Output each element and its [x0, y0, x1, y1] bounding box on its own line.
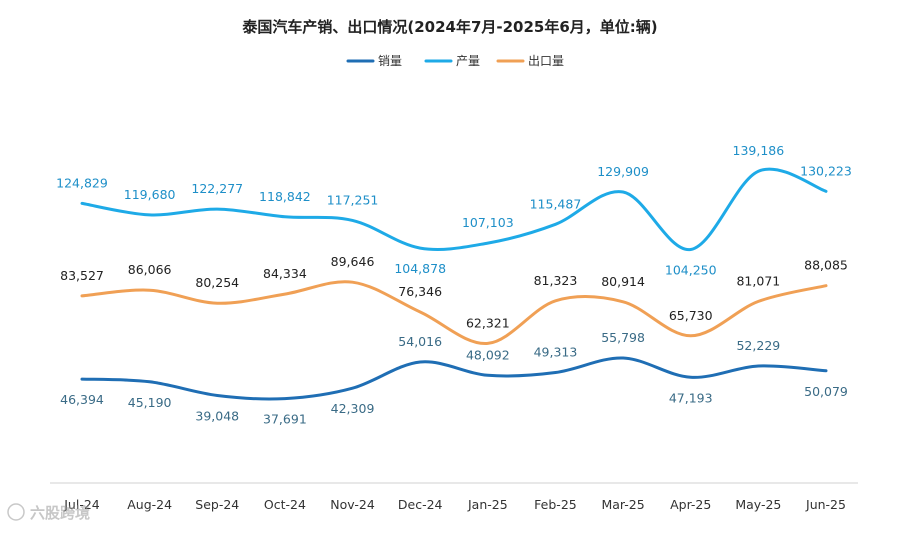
data-label-1-nov-24: 117,251: [327, 192, 379, 207]
x-tick-jun-25: Jun-25: [805, 497, 846, 512]
data-label-2-mar-25: 80,914: [601, 274, 645, 289]
data-label-2-jul-24: 83,527: [60, 268, 104, 283]
x-axis-ticks: Jul-24 Aug-24 Sep-24 Oct-24 Nov-24 Dec-24 Jan-…: [63, 497, 846, 512]
data-label-1-may-25: 139,186: [733, 143, 785, 158]
data-label-1-oct-24: 118,842: [259, 189, 311, 204]
x-tick-jan-25: Jan-25: [467, 497, 508, 512]
data-label-2-nov-24: 89,646: [331, 254, 375, 269]
data-label-1-jan-25: 107,103: [462, 215, 514, 230]
data-label-2-dec-24: 76,346: [398, 284, 442, 299]
series-line-1: [80, 167, 828, 252]
data-label-0-dec-24: 54,016: [398, 334, 442, 349]
data-label-1-aug-24: 119,680: [124, 187, 176, 202]
data-label-2-aug-24: 86,066: [128, 262, 172, 277]
data-label-2-jan-25: 62,321: [466, 315, 510, 330]
data-label-0-aug-24: 45,190: [128, 395, 172, 410]
chart-title: 泰国汽车产销、出口情况(2024年7月-2025年6月，单位:辆): [241, 18, 657, 36]
watermark-text: 六股跨境: [30, 504, 90, 522]
x-tick-feb-25: Feb-25: [534, 497, 577, 512]
x-tick-oct-24: Oct-24: [264, 497, 306, 512]
data-label-2-oct-24: 84,334: [263, 266, 307, 281]
series-layer: [80, 167, 828, 401]
data-label-1-jun-25: 130,223: [800, 163, 852, 178]
watermark-logo-icon: [7, 503, 25, 521]
data-label-0-mar-25: 55,798: [601, 330, 645, 345]
x-tick-aug-24: Aug-24: [127, 497, 172, 512]
data-label-0-nov-24: 42,309: [331, 401, 375, 416]
data-label-2-sep-24: 80,254: [195, 275, 239, 290]
series-line-0: [80, 356, 828, 401]
data-label-2-apr-25: 65,730: [669, 308, 713, 323]
data-label-2-may-25: 81,071: [736, 273, 780, 288]
series-line-2: [80, 280, 828, 345]
data-label-0-feb-25: 49,313: [534, 345, 578, 360]
x-tick-mar-25: Mar-25: [601, 497, 644, 512]
data-label-1-feb-25: 115,487: [530, 196, 582, 211]
data-label-0-jan-25: 48,092: [466, 347, 510, 362]
legend-label-2: 出口量: [528, 54, 564, 68]
x-tick-apr-25: Apr-25: [670, 497, 711, 512]
x-tick-dec-24: Dec-24: [398, 497, 443, 512]
data-label-0-apr-25: 47,193: [669, 390, 713, 405]
legend: 销量 产量 出口量: [346, 54, 564, 68]
data-label-1-dec-24: 104,878: [394, 261, 446, 276]
data-label-2-feb-25: 81,323: [534, 273, 578, 288]
data-labels: 46,394 45,190 39,048 37,691 42,309 54,016 48,0…: [56, 143, 852, 426]
data-label-0-jun-25: 50,079: [804, 384, 848, 399]
data-label-0-may-25: 52,229: [736, 338, 780, 353]
x-tick-jul-24: Jul-24: [63, 497, 100, 512]
data-label-0-jul-24: 46,394: [60, 392, 104, 407]
x-tick-may-25: May-25: [735, 497, 781, 512]
data-label-0-oct-24: 37,691: [263, 412, 307, 427]
watermark: 六股跨境: [7, 503, 90, 522]
data-label-1-mar-25: 129,909: [597, 164, 649, 179]
x-tick-nov-24: Nov-24: [330, 497, 375, 512]
data-label-1-apr-25: 104,250: [665, 262, 717, 277]
data-label-2-jun-25: 88,085: [804, 258, 848, 273]
data-label-1-jul-24: 124,829: [56, 175, 108, 190]
data-label-0-sep-24: 39,048: [195, 409, 239, 424]
data-label-1-sep-24: 122,277: [191, 181, 243, 196]
legend-label-1: 产量: [456, 54, 480, 68]
x-tick-sep-24: Sep-24: [195, 497, 239, 512]
legend-label-0: 销量: [378, 54, 402, 68]
